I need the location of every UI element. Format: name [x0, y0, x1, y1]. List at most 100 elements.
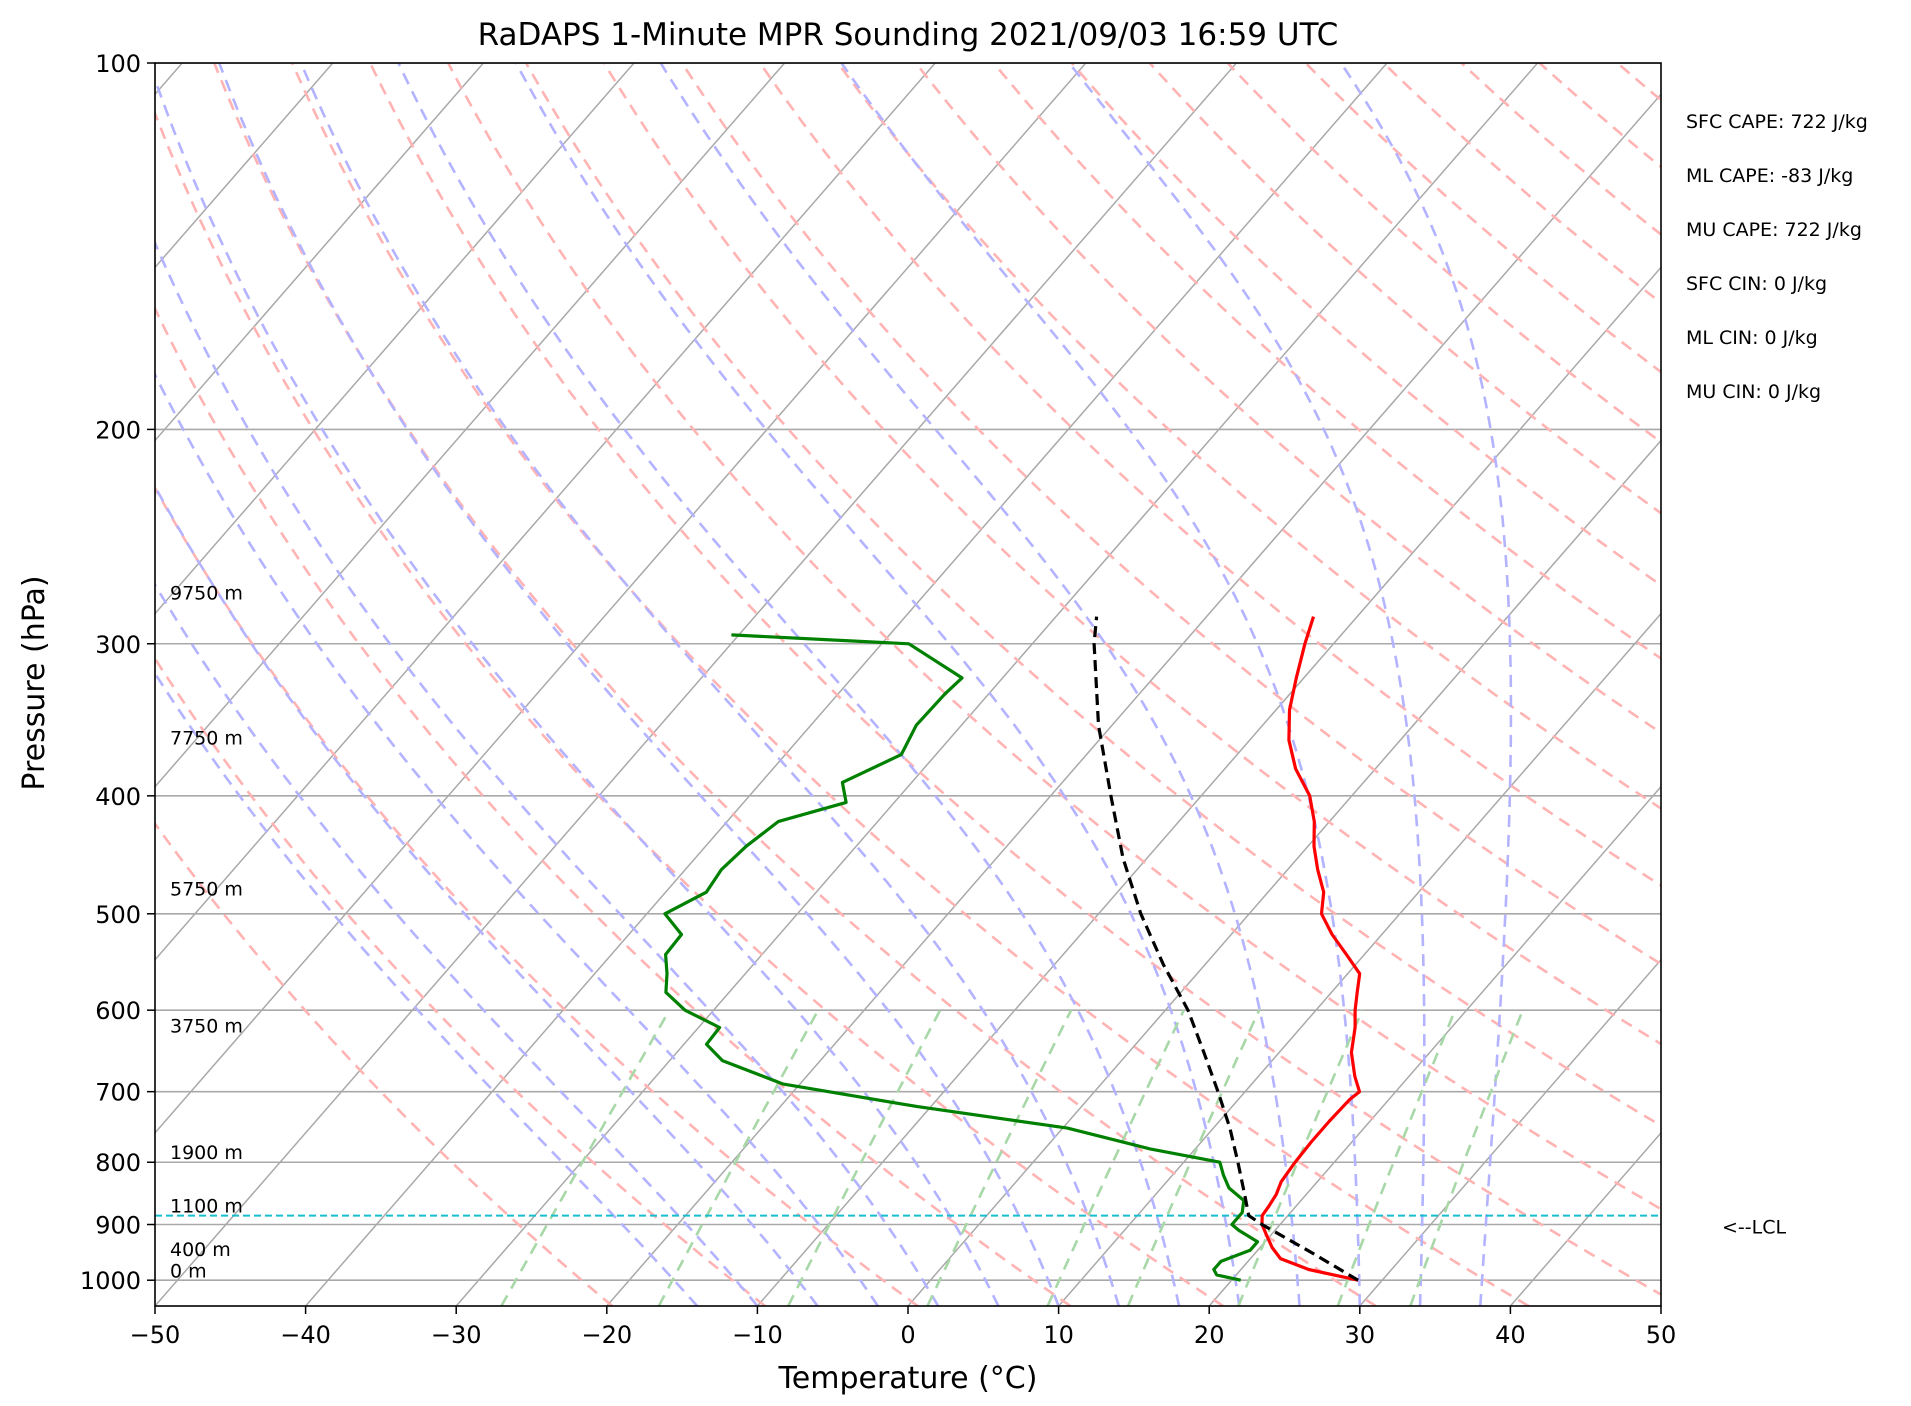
dry-adiabat-line: [602, 63, 1661, 1046]
x-tick-label: −20: [581, 1321, 632, 1349]
y-tick-label: 1000: [80, 1267, 141, 1295]
x-tick-label: 40: [1495, 1321, 1526, 1349]
mixing-ratio-line: [1409, 1009, 1525, 1306]
dry-adiabat-line: [291, 63, 1530, 1306]
height-label: 3750 m: [170, 1016, 243, 1038]
stat-label: MU CAPE: 722 J/kg: [1686, 219, 1862, 241]
dry-adiabat-line: [1460, 63, 1661, 237]
mixing-ratio-line: [787, 1009, 942, 1306]
mixing-ratio-line: [1237, 1009, 1364, 1306]
moist-adiabat-line: [155, 75, 1000, 1306]
stat-label: ML CIN: 0 J/kg: [1686, 327, 1818, 349]
isotherm-line: [1660, 1304, 1661, 1306]
moist-adiabat-line: [155, 239, 940, 1306]
isotherm-line: [305, 63, 1388, 1306]
moist-adiabat-line: [155, 671, 699, 1306]
x-tick-label: 10: [1043, 1321, 1074, 1349]
mixing-ratio-line: [657, 1009, 820, 1306]
dry-adiabat-line: [680, 63, 1661, 966]
moist-adiabat-line: [1339, 63, 1513, 1306]
isotherm-line: [455, 63, 1539, 1306]
x-tick-label: −10: [732, 1321, 783, 1349]
dry-adiabat-line: [155, 656, 766, 1306]
isotherm-line: [155, 63, 1237, 1306]
moist-adiabat-line: [299, 63, 1121, 1306]
y-tick-label: 900: [95, 1212, 141, 1240]
isotherm-line: [1208, 785, 1661, 1306]
parcel-profile-line: [1092, 616, 1359, 1282]
dry-adiabat-line: [369, 63, 1661, 1296]
y-tick-label: 600: [95, 997, 141, 1025]
moist-adiabat-line: [155, 483, 819, 1306]
mixing-ratio-line: [1336, 1009, 1457, 1306]
mixing-ratio-line: [926, 1009, 1073, 1306]
isotherm-line: [907, 439, 1661, 1306]
temperature-profile-line: [1260, 616, 1362, 1282]
dry-adiabat-line: [447, 63, 1661, 1211]
stat-label: ML CAPE: -83 J/kg: [1686, 165, 1853, 187]
isotherm-line: [155, 63, 484, 442]
dry-adiabat-line: [155, 305, 1072, 1306]
dry-adiabat-line: [1226, 63, 1661, 444]
moist-adiabat-line: [839, 63, 1362, 1306]
moist-adiabat-line: [514, 63, 1241, 1306]
y-tick-label: 100: [95, 50, 141, 78]
stat-label: MU CIN: 0 J/kg: [1686, 381, 1821, 403]
dewpoint-profile-line: [663, 633, 1260, 1282]
isotherm-line: [606, 93, 1661, 1306]
isotherm-line: [1812, 63, 1911, 1306]
mixing-ratio-line: [500, 1009, 671, 1306]
chart-title: RaDAPS 1-Minute MPR Sounding 2021/09/03 …: [478, 17, 1339, 53]
dry-adiabat-line: [1773, 63, 1911, 1306]
dry-adiabat-line: [836, 63, 1661, 811]
dry-adiabat-line: [1304, 63, 1661, 374]
x-tick-label: −40: [280, 1321, 331, 1349]
mixing-ratio-line: [1046, 1009, 1185, 1306]
dry-adiabat-line: [1538, 63, 1661, 169]
moist-adiabat-line: [155, 371, 879, 1306]
y-tick-label: 800: [95, 1149, 141, 1177]
height-label: 1100 m: [170, 1196, 243, 1218]
dry-adiabat-line: [1851, 63, 1911, 1306]
plot-frame: [154, 62, 1662, 1307]
height-label: 5750 m: [170, 879, 243, 901]
height-label: 1900 m: [170, 1142, 243, 1164]
y-tick-label: 400: [95, 783, 141, 811]
x-tick-label: −30: [431, 1321, 482, 1349]
dry-adiabat-line: [155, 485, 919, 1306]
height-label: 0 m: [170, 1261, 207, 1283]
height-label: 9750 m: [170, 583, 243, 605]
moist-adiabat-line: [397, 63, 1181, 1306]
x-tick-label: 20: [1194, 1321, 1225, 1349]
height-label: 7750 m: [170, 728, 243, 750]
isotherm-line: [1359, 958, 1661, 1306]
y-axis-label: Pressure (hPa): [17, 575, 52, 790]
dry-adiabat-line: [1695, 63, 1911, 1306]
mixing-ratio-line: [1126, 1009, 1261, 1306]
dry-adiabat-line: [213, 63, 1377, 1306]
x-tick-label: −50: [130, 1321, 181, 1349]
y-tick-label: 200: [95, 416, 141, 444]
isotherm-line: [155, 63, 1087, 1135]
isotherm-line: [155, 63, 786, 788]
isotherm-line: [1509, 1131, 1661, 1306]
x-tick-label: 50: [1646, 1321, 1677, 1349]
stat-label: SFC CIN: 0 J/kg: [1686, 273, 1827, 295]
x-axis-label: Temperature (°C): [778, 1361, 1038, 1396]
dry-adiabat-line: [524, 63, 1661, 1128]
isotherm-line: [756, 266, 1661, 1306]
dry-adiabat-line: [155, 821, 614, 1306]
y-tick-label: 300: [95, 631, 141, 659]
height-label: 400 m: [170, 1239, 231, 1261]
y-tick-label: 500: [95, 901, 141, 929]
moist-adiabat-line: [155, 582, 759, 1306]
dry-adiabat-line: [914, 63, 1661, 735]
isotherm-line: [1058, 612, 1661, 1306]
dry-adiabat-line: [1382, 63, 1661, 305]
isotherm-line: [155, 63, 635, 615]
x-tick-label: 30: [1345, 1321, 1376, 1349]
stat-label: SFC CAPE: 722 J/kg: [1686, 111, 1868, 133]
dry-adiabat-line: [1070, 63, 1661, 587]
y-tick-label: 700: [95, 1079, 141, 1107]
